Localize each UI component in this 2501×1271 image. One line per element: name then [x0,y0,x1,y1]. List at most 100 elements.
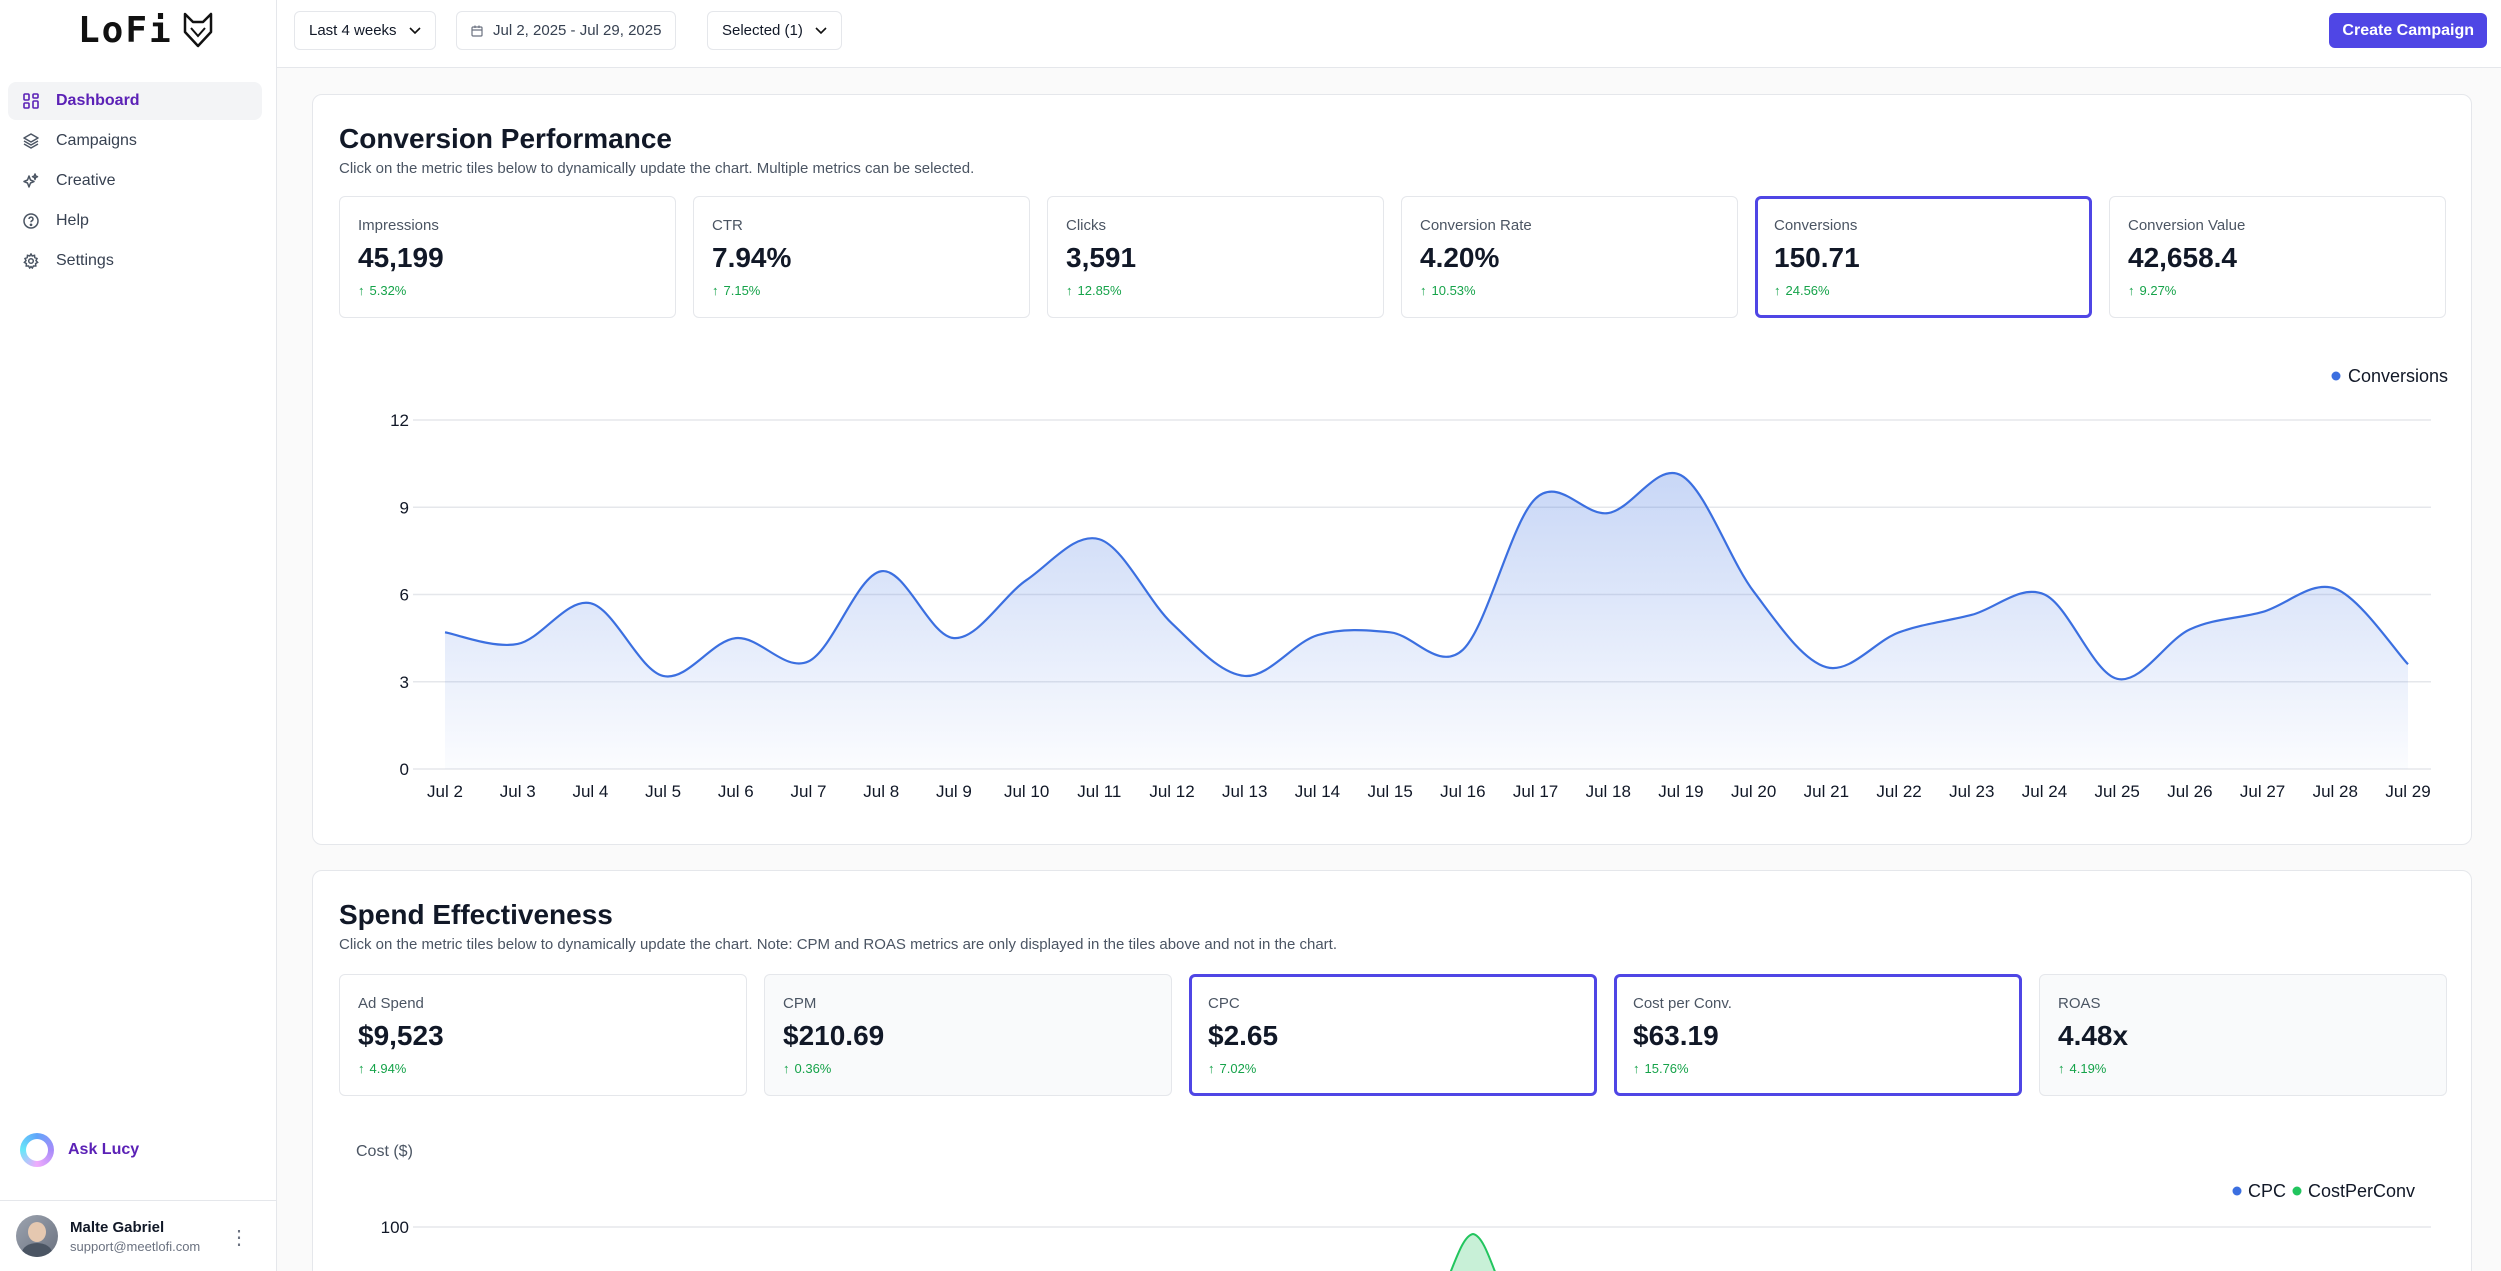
ask-lucy-button[interactable]: Ask Lucy [20,1133,139,1167]
tile-change-value: 24.56% [1785,283,1830,298]
sidebar-item-label: Campaigns [56,132,137,149]
tile-label: Conversion Value [2128,217,2246,234]
sidebar-nav: Dashboard Campaigns Creative Help [8,82,262,282]
tile-change-value: 0.36% [794,1061,832,1076]
selected-filter-select[interactable]: Selected (1) [707,11,842,50]
metric-tile-cpc[interactable]: CPC $2.65 ↑ 7.02% [1189,974,1597,1096]
sidebar-item-campaigns[interactable]: Campaigns [8,122,262,160]
selected-filter-label: Selected (1) [722,22,803,39]
tile-label: Cost per Conv. [1633,995,1732,1012]
create-campaign-button[interactable]: Create Campaign [2329,13,2487,48]
date-range-preset-select[interactable]: Last 4 weeks [294,11,436,50]
tile-change-value: 15.76% [1644,1061,1689,1076]
x-tick-label: Jul 21 [1804,782,1849,801]
section-title: Conversion Performance [339,123,672,154]
sidebar-item-label: Settings [56,252,114,269]
y-tick-label: 12 [390,411,409,430]
x-tick-label: Jul 20 [1731,782,1776,801]
metric-tile-conversion-value[interactable]: Conversion Value 42,658.4 ↑ 9.27% [2109,196,2446,318]
x-tick-label: Jul 2 [427,782,463,801]
legend-label: Conversions [2348,366,2448,386]
logo[interactable]: LoFi [78,8,215,52]
conversion-performance-card: Conversion Performance Click on the metr… [312,94,2472,845]
series-line-conversions [444,472,2409,681]
tile-value: 4.48x [2058,1020,2129,1051]
tile-value: 45,199 [358,242,444,273]
metric-tile-roas[interactable]: ROAS 4.48x ↑ 4.19% [2039,974,2447,1096]
sidebar-item-settings[interactable]: Settings [8,242,262,280]
metric-tile-cpm[interactable]: CPM $210.69 ↑ 0.36% [764,974,1172,1096]
metric-tile-cost-per-conv[interactable]: Cost per Conv. $63.19 ↑ 15.76% [1614,974,2022,1096]
x-tick-label: Jul 13 [1222,782,1267,801]
metric-tile-impressions[interactable]: Impressions 45,199 ↑ 5.32% [339,196,676,318]
x-tick-label: Jul 9 [936,782,972,801]
arrow-up-icon: ↑ [358,283,365,298]
tile-change: ↑ 0.36% [783,1061,1153,1076]
date-range-picker[interactable]: Jul 2, 2025 - Jul 29, 2025 [456,11,677,50]
legend-swatch [2292,1186,2302,1196]
user-name: Malte Gabriel [70,1218,165,1236]
tile-value: 42,658.4 [2128,242,2237,273]
tile-label: Impressions [358,217,439,234]
more-vertical-icon[interactable]: ⋮ [229,1227,249,1249]
tile-change: ↑ 7.15% [712,283,1011,298]
tile-label: ROAS [2058,995,2101,1012]
logo-text: LoFi [78,9,173,51]
legend-swatch [2232,1186,2242,1196]
sidebar-item-help[interactable]: Help [8,202,262,240]
metric-tile-conversion-rate[interactable]: Conversion Rate 4.20% ↑ 10.53% [1401,196,1738,318]
sidebar: LoFi Dashboard Campaigns [0,0,277,1271]
calendar-icon [471,25,483,37]
avatar [16,1215,58,1257]
y-tick-label: 6 [400,586,409,605]
x-tick-label: Jul 19 [1658,782,1703,801]
sparkles-icon [22,172,40,190]
user-profile[interactable]: Malte Gabriel support@meetlofi.com ⋮ [0,1200,277,1271]
x-tick-label: Jul 17 [1513,782,1558,801]
sidebar-item-creative[interactable]: Creative [8,162,262,200]
metric-tile-ad-spend[interactable]: Ad Spend $9,523 ↑ 4.94% [339,974,747,1096]
ask-lucy-label: Ask Lucy [68,1141,140,1158]
x-tick-label: Jul 3 [500,782,536,801]
tile-change-value: 10.53% [1431,283,1476,298]
x-tick-label: Jul 29 [2385,782,2430,801]
x-tick-label: Jul 14 [1295,782,1340,801]
legend-label: CostPerConv [2308,1181,2415,1201]
x-tick-label: Jul 16 [1440,782,1485,801]
tile-value: $9,523 [358,1020,444,1051]
arrow-up-icon: ↑ [712,283,719,298]
x-tick-label: Jul 27 [2240,782,2285,801]
tile-change-value: 9.27% [2139,283,2177,298]
tile-change: ↑ 4.19% [2058,1061,2428,1076]
metric-tile-ctr[interactable]: CTR 7.94% ↑ 7.15% [693,196,1030,318]
gear-icon [22,252,40,270]
x-tick-label: Jul 18 [1586,782,1631,801]
x-tick-label: Jul 24 [2022,782,2067,801]
x-tick-label: Jul 22 [1876,782,1921,801]
legend-swatch [2331,371,2341,381]
chevron-down-icon [408,26,421,35]
metric-tile-clicks[interactable]: Clicks 3,591 ↑ 12.85% [1047,196,1384,318]
arrow-up-icon: ↑ [783,1061,790,1076]
sidebar-item-label: Help [56,212,89,229]
sidebar-item-dashboard[interactable]: Dashboard [8,82,262,120]
tile-label: Ad Spend [358,995,424,1012]
tile-change: ↑ 4.94% [358,1061,728,1076]
tile-label: Conversions [1774,217,1858,234]
arrow-up-icon: ↑ [1633,1061,1640,1076]
tile-value: 7.94% [712,242,792,273]
x-tick-label: Jul 28 [2313,782,2358,801]
tile-label: CPC [1208,995,1240,1012]
tile-label: Clicks [1066,217,1106,234]
help-circle-icon [22,212,40,230]
arrow-up-icon: ↑ [2128,283,2135,298]
x-tick-label: Jul 10 [1004,782,1049,801]
arrow-up-icon: ↑ [1066,283,1073,298]
lucy-orb-icon [20,1133,54,1167]
metric-tile-conversions[interactable]: Conversions 150.71 ↑ 24.56% [1755,196,2092,318]
arrow-up-icon: ↑ [1774,283,1781,298]
tile-value: 150.71 [1774,242,1860,273]
fox-logo-icon [183,12,212,48]
user-email: support@meetlofi.com [70,1238,201,1254]
spend-effectiveness-card: Spend Effectiveness Click on the metric … [312,870,2472,1271]
